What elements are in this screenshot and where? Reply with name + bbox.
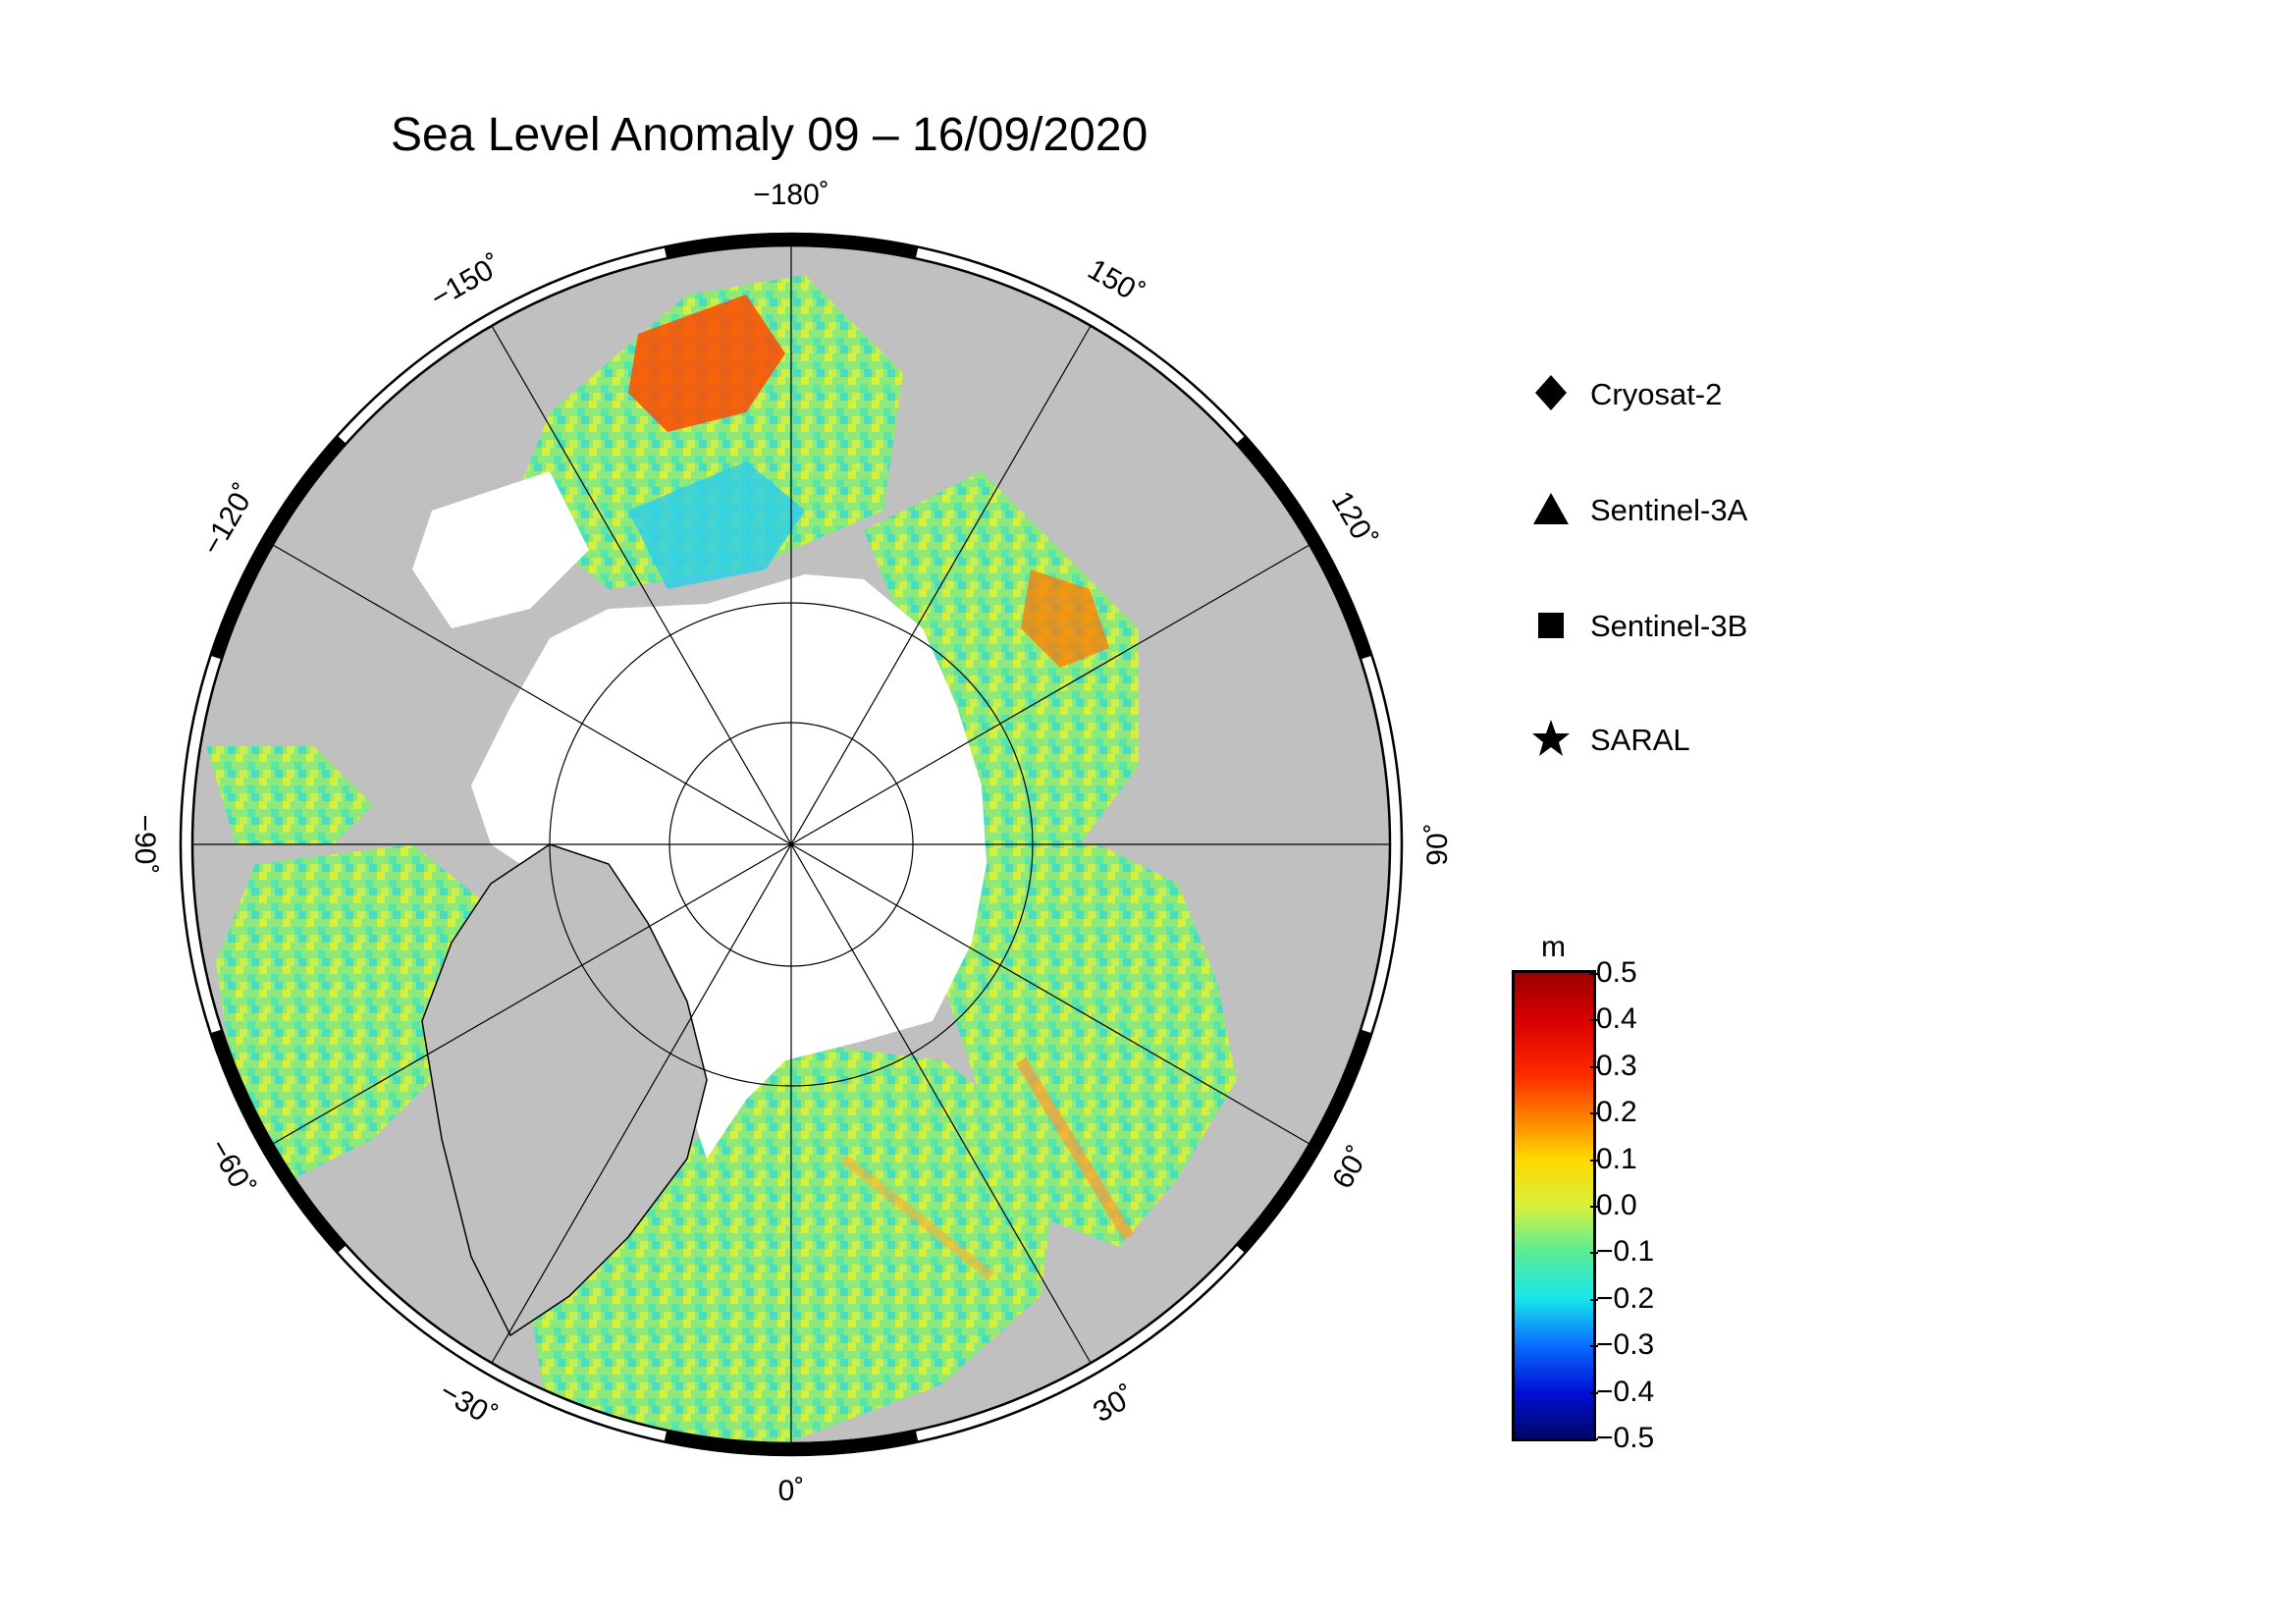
map-title: Sea Level Anomaly 09 – 16/09/2020: [391, 109, 1148, 161]
colorbar-tick-label: 0.2: [1596, 1096, 1637, 1129]
legend-label: Sentinel-3A: [1590, 493, 1748, 527]
colorbar-tick-label: 0.1: [1596, 1142, 1637, 1175]
longitude-label: 30˚: [1088, 1380, 1141, 1429]
colorbar-tick-label: −0.2: [1596, 1281, 1655, 1315]
longitude-label: −30˚: [434, 1376, 502, 1434]
colorbar-tickmark: [1590, 1298, 1598, 1301]
greenland-land: [421, 843, 708, 1337]
graticule: [192, 245, 1390, 1443]
longitude-label: 90˚: [1421, 823, 1454, 865]
anomaly-high-beaufort: [628, 295, 785, 432]
colorbar-tick-label: 0.3: [1596, 1049, 1637, 1082]
colorbar-tickmark: [1590, 1065, 1598, 1068]
legend-label: SARAL: [1590, 723, 1690, 757]
colorbar-tick-label: 0.4: [1596, 1002, 1637, 1036]
triangle-icon: [1533, 493, 1569, 524]
colorbar-unit: m: [1541, 931, 1566, 963]
frame-segment: [209, 435, 347, 660]
colorbar-tick-label: 0.5: [1596, 956, 1637, 989]
anomaly-low-central: [628, 461, 805, 589]
longitude-label: 120˚: [1325, 486, 1383, 554]
ocean-hudson: [206, 746, 373, 844]
legend-item-sentinel-3b: Sentinel-3B: [1531, 605, 1845, 644]
frame-segment: [209, 1029, 347, 1254]
colorbar-tickmark: [1590, 1438, 1598, 1440]
colorbar-tickmark: [1590, 1252, 1598, 1255]
map-frame: [179, 232, 1404, 1457]
colorbar-tick-label: −0.3: [1596, 1328, 1655, 1362]
ocean-barents-kara: [942, 844, 1237, 1247]
colorbar-tick-label: 0.0: [1596, 1189, 1637, 1221]
colorbar-tickmark: [1590, 973, 1598, 975]
legend-item-cryosat-2: Cryosat-2: [1531, 373, 1845, 412]
diamond-icon: [1535, 375, 1567, 410]
frame-segment: [1235, 1029, 1373, 1254]
colorbar: m 0.5 0.4 0.3 0.2 0.1 0.0 −0.1 −0.2 −0.3 −0.4 −0.5: [1472, 931, 1728, 1461]
longitude-label: −120˚: [195, 478, 261, 561]
frame-segment: [1235, 435, 1373, 660]
colorbar-tickmark: [1590, 1019, 1598, 1022]
longitude-label: 60˚: [1326, 1141, 1375, 1194]
anomaly-high-laptev: [1021, 569, 1109, 668]
anomaly-track-1: [1015, 1056, 1135, 1241]
colorbar-tickmark: [1590, 1159, 1598, 1162]
colorbar-tick-label: −0.1: [1596, 1235, 1655, 1269]
colorbar-tickmark: [1590, 1345, 1598, 1348]
frame-segment: [664, 1429, 919, 1456]
longitude-label: −60˚: [202, 1134, 260, 1202]
colorbar-tick-label: −0.4: [1596, 1375, 1655, 1408]
legend-label: Sentinel-3B: [1590, 609, 1748, 643]
longitude-label: −180˚: [753, 179, 829, 211]
colorbar-tick-label: −0.5: [1596, 1422, 1655, 1454]
ocean-atlantic: [530, 1041, 1060, 1443]
legend-item-sentinel-3a: Sentinel-3A: [1531, 489, 1845, 528]
legend-label: Cryosat-2: [1590, 377, 1723, 411]
square-icon: [1538, 613, 1564, 638]
ocean-siberian: [864, 471, 1139, 844]
longitude-label: −150˚: [425, 248, 507, 314]
frame-segment: [664, 233, 919, 260]
colorbar-tickmark: [1590, 1391, 1598, 1394]
longitude-label: −90˚: [129, 815, 161, 875]
ice-cap: [471, 574, 987, 1159]
frame-segments: [209, 233, 1373, 1456]
longitude-label: 150˚: [1083, 253, 1150, 311]
legend-item-saral: SARAL: [1531, 719, 1845, 758]
colorbar-gradient: [1512, 970, 1596, 1441]
star-icon: [1532, 720, 1570, 756]
ocean-baffin: [216, 844, 510, 1178]
longitude-label: 0˚: [778, 1475, 805, 1507]
ice-canadian-archipelago: [412, 471, 589, 628]
colorbar-tickmark: [1590, 1112, 1598, 1115]
anomaly-track-2: [840, 1155, 995, 1280]
colorbar-tickmark: [1590, 1206, 1598, 1208]
meridian-150: [491, 325, 1092, 1364]
